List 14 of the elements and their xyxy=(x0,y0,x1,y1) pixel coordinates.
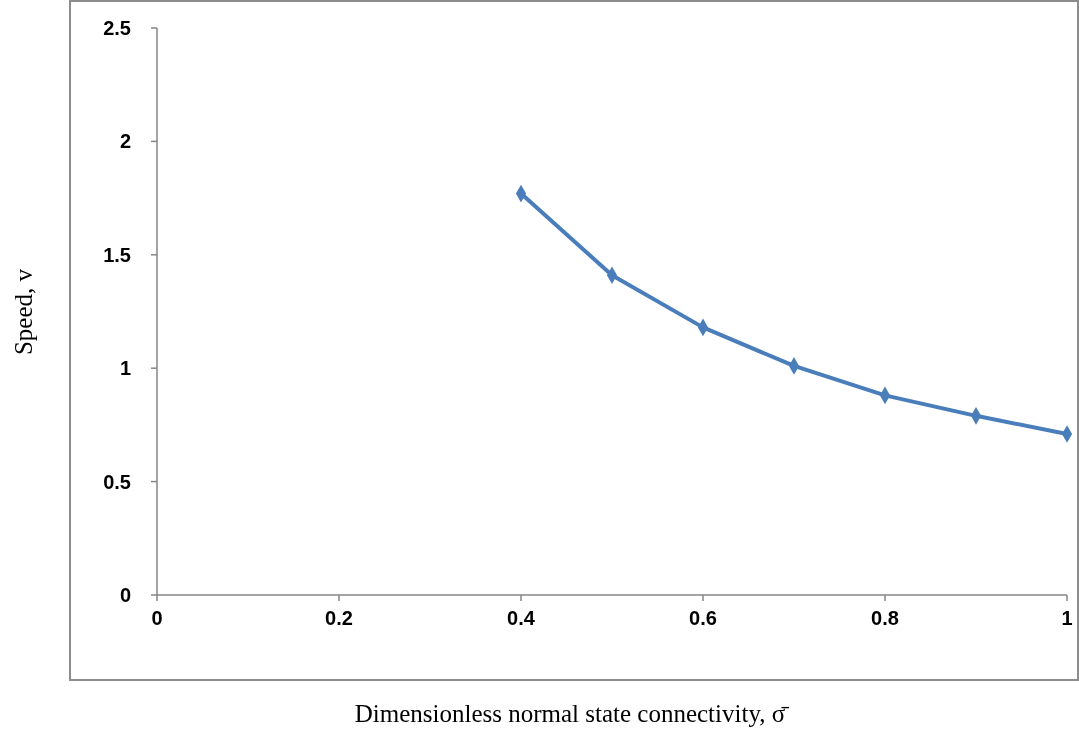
y-tick-label: 1.5 xyxy=(103,243,131,266)
x-axis-title: Dimensionless normal state connectivity, σ̄ xyxy=(354,700,790,727)
y-tick-label: 0.5 xyxy=(103,470,131,493)
y-axis-title: Speed, v xyxy=(10,268,37,356)
y-tick-label: 2.5 xyxy=(103,17,131,39)
y-tick-label: 1 xyxy=(119,357,131,380)
x-tick-label: 0.6 xyxy=(689,607,717,629)
y-tick-label: 0 xyxy=(119,584,131,606)
x-tick-label: 0 xyxy=(151,607,163,629)
x-tick-label: 0.8 xyxy=(871,607,899,629)
x-tick-label: 0.4 xyxy=(507,607,536,629)
x-tick-label: 1 xyxy=(1061,607,1073,629)
y-tick-label: 2 xyxy=(119,130,131,153)
x-tick-label: 0.2 xyxy=(325,607,353,629)
